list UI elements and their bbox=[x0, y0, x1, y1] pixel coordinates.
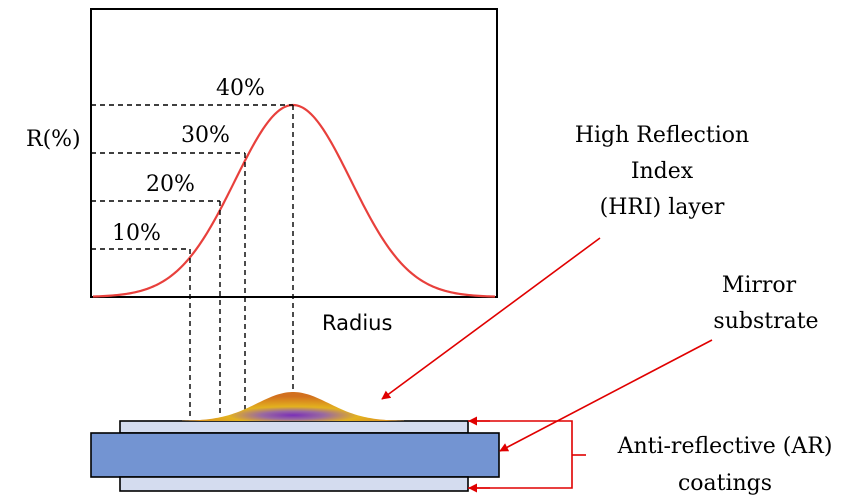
hri-label-line3: (HRI) layer bbox=[600, 195, 725, 220]
level-label-30: 30% bbox=[181, 123, 230, 148]
mirror-substrate bbox=[90, 432, 500, 478]
hri-layer bbox=[182, 392, 404, 421]
hri-label-line2: Index bbox=[631, 159, 694, 184]
ar-label-line2: coatings bbox=[678, 471, 772, 496]
mirror-label-line2: substrate bbox=[713, 309, 818, 334]
annotation-arrows bbox=[381, 237, 713, 493]
graph-frame bbox=[90, 8, 498, 298]
top-ar-coating bbox=[119, 420, 469, 434]
ar-label-line1: Anti-reflective (AR) bbox=[617, 434, 833, 459]
y-axis-label: R(%) bbox=[26, 127, 81, 152]
level-label-10: 10% bbox=[112, 221, 161, 246]
level-guides bbox=[91, 104, 294, 420]
mirror-arrow bbox=[499, 339, 713, 452]
level-label-40: 40% bbox=[216, 76, 265, 101]
level-label-20: 20% bbox=[146, 172, 195, 197]
hri-label-line1: High Reflection bbox=[575, 123, 749, 148]
reflection-curve bbox=[92, 103, 496, 298]
mirror-label-line1: Mirror bbox=[722, 273, 797, 298]
hri-arrow bbox=[381, 237, 601, 400]
x-axis-label: Radius bbox=[322, 311, 392, 335]
bottom-ar-coating bbox=[119, 476, 469, 492]
